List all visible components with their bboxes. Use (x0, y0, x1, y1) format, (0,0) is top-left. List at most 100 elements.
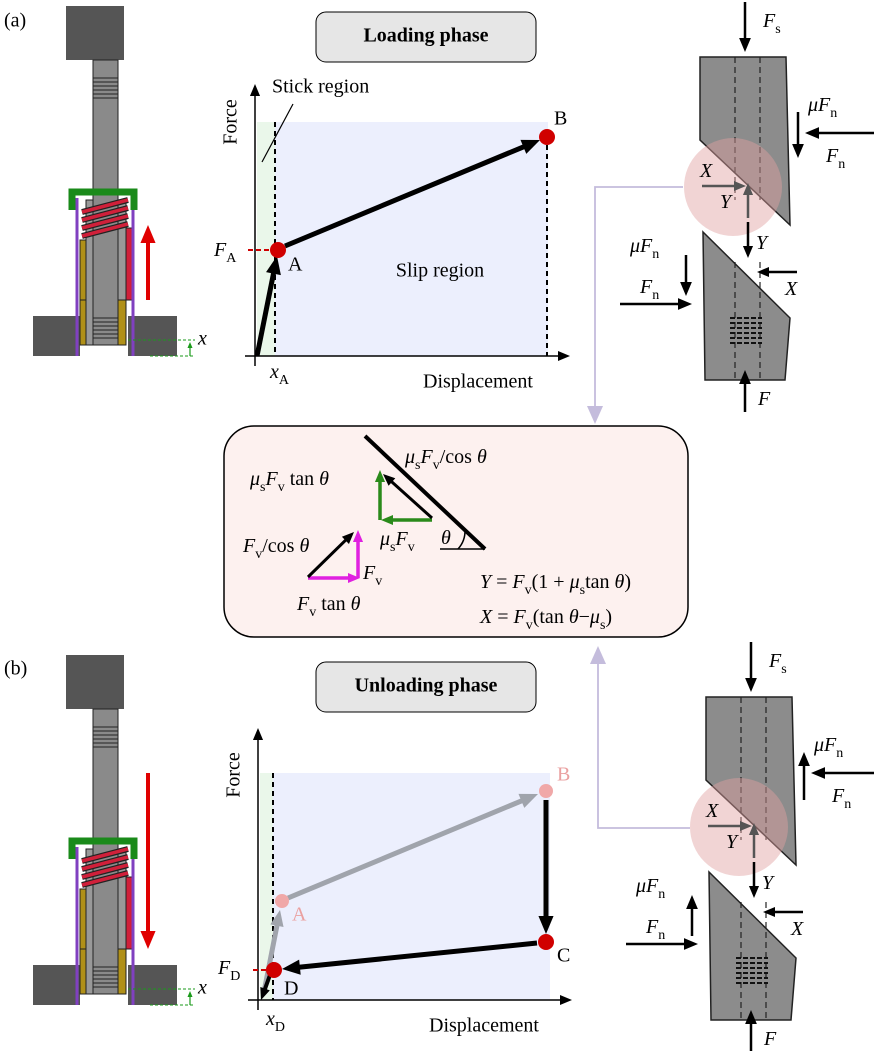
arrow-head (792, 144, 804, 158)
text-part: − (579, 606, 590, 628)
arrow-head (253, 728, 263, 740)
text-part: θ (351, 593, 361, 615)
text-part: = (492, 606, 513, 628)
text-part: μ (813, 734, 824, 756)
text-part: Y (756, 232, 769, 254)
text-part: /cos (440, 446, 477, 468)
text-part: F (513, 606, 527, 628)
text-part: n (838, 157, 845, 172)
arrow-head (811, 767, 825, 779)
axis-title: Displacement (423, 371, 533, 393)
text-part: F (823, 734, 837, 756)
text-part: = (491, 571, 512, 593)
point-label: A (288, 254, 303, 276)
text-part: X (699, 160, 713, 182)
text-part: v (375, 574, 382, 589)
text-part: tan (316, 593, 350, 615)
label: Y (720, 191, 733, 213)
label: Fs (762, 10, 781, 37)
arrow-head (187, 342, 192, 348)
disp-label: xA (269, 361, 290, 388)
text-part: F (420, 446, 434, 468)
text-part: s (775, 22, 780, 37)
text-part: v (408, 540, 415, 555)
text-part: n (830, 106, 837, 121)
text-part: v (525, 583, 532, 598)
text-part: Y (726, 831, 739, 853)
text-part: (tan (533, 606, 569, 628)
arrow-head (805, 127, 819, 139)
phase-title: Unloading phase (355, 675, 498, 697)
text-part: tan (585, 571, 614, 593)
text-part: X (705, 800, 719, 822)
text-part: n (658, 928, 665, 943)
panel-label: (a) (4, 10, 26, 32)
label: Fn (825, 145, 845, 172)
point (539, 129, 555, 145)
label: Fn (831, 785, 851, 812)
label: μFn (813, 734, 843, 761)
text-part: A (279, 373, 290, 388)
text-part: v (526, 618, 533, 633)
text-part: n (652, 247, 659, 262)
text-part: n (652, 288, 659, 303)
axis-title: Displacement (429, 1015, 539, 1037)
text-part: F (768, 650, 782, 672)
arrow-head (684, 938, 698, 950)
label: F (763, 1028, 777, 1050)
text-part: X (784, 278, 798, 300)
label: μFn (629, 235, 659, 262)
text-part: μ (379, 528, 390, 550)
text-part: ) (605, 606, 612, 628)
label: θ (441, 527, 451, 549)
slip-region (275, 122, 548, 356)
text-part: θ (441, 527, 451, 549)
text-part: A (226, 251, 237, 266)
point-label: B (554, 108, 567, 130)
displacement-label: x (197, 328, 207, 350)
label: X (790, 918, 804, 940)
text-part: F (639, 276, 653, 298)
point (538, 934, 554, 950)
label: μFn (807, 94, 837, 121)
text-part: s (781, 662, 786, 677)
top-block (66, 6, 124, 60)
force-label: FD (217, 957, 240, 984)
top-block (66, 655, 124, 709)
text-part: μ (569, 571, 580, 593)
text-part: F (511, 571, 525, 593)
text-part: θ (569, 606, 579, 628)
text-part: F (645, 916, 659, 938)
arrow-head (757, 267, 769, 277)
arrow-head (749, 886, 759, 898)
base-plate (33, 316, 80, 356)
text-part: n (658, 887, 665, 902)
text-part: F (639, 235, 653, 257)
text-part: v (309, 605, 316, 620)
label: X (784, 278, 798, 300)
text-part: Y (720, 191, 733, 213)
arrow-head (798, 752, 810, 766)
base-plate (128, 316, 177, 356)
arrow-head (560, 995, 572, 1005)
text-part: μ (807, 94, 818, 116)
disp-label: xD (265, 1008, 285, 1035)
text-part: D (230, 969, 240, 984)
label: X (705, 800, 719, 822)
text-part: θ (319, 468, 329, 490)
figure: (a)Loading phasexForceDisplacementStick … (0, 0, 874, 1051)
point (270, 242, 286, 258)
text-part: tan (285, 468, 319, 490)
text-part: v (433, 458, 440, 473)
text-part: F (265, 468, 279, 490)
label: Fn (639, 276, 659, 303)
axis-title: Force (220, 99, 242, 145)
text-part: F (217, 957, 231, 979)
text-part: μ (404, 446, 415, 468)
point-label: D (284, 978, 298, 1000)
label: Y (726, 831, 739, 853)
text-part: Y (762, 872, 775, 894)
panel-label: (b) (4, 658, 27, 680)
force-label: FA (213, 239, 237, 266)
text-part: θ (299, 535, 309, 557)
